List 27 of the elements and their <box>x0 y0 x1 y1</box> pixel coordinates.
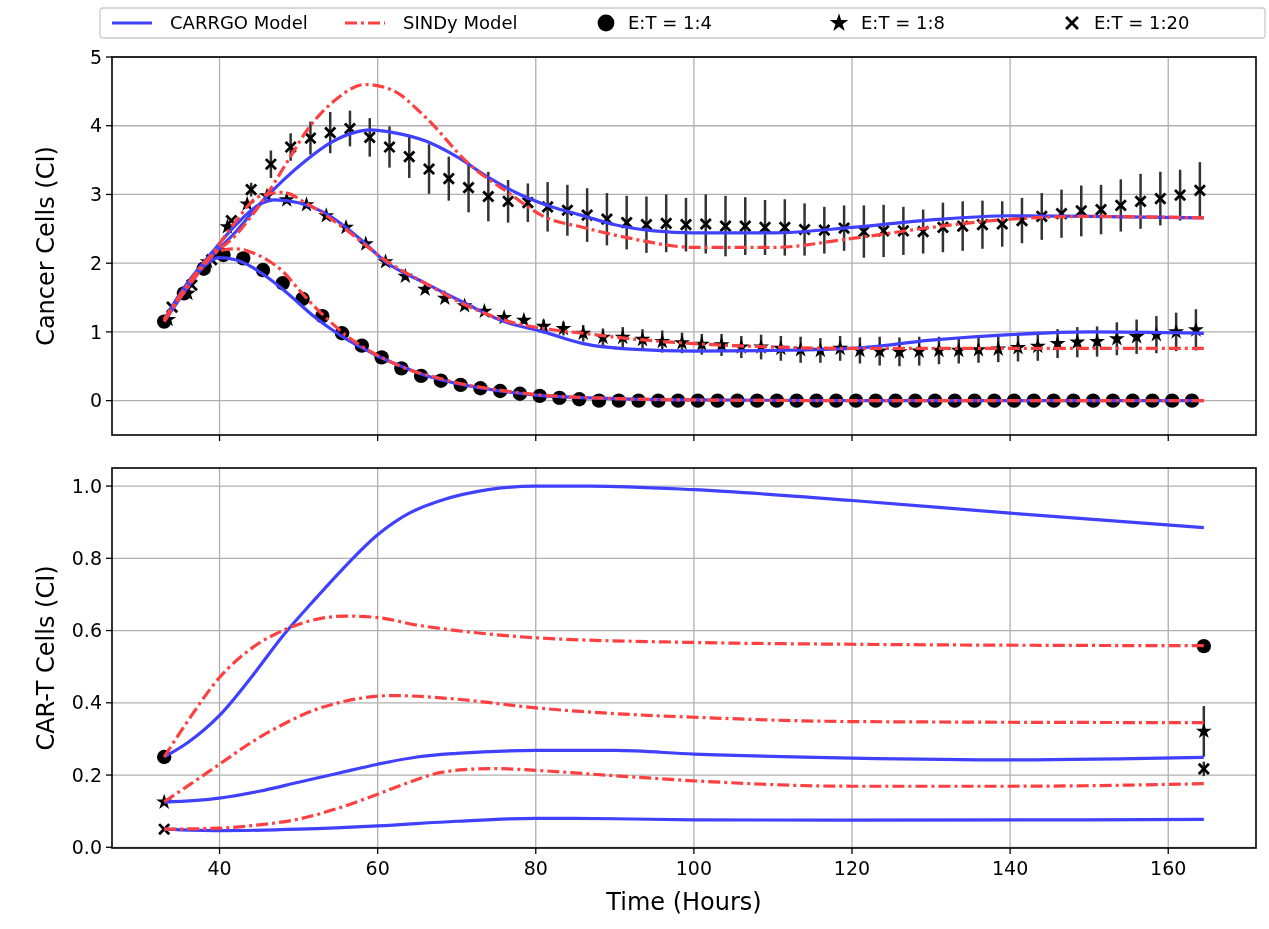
y-axis-title: Cancer Cells (CI) <box>32 146 60 346</box>
y-axis-title: CAR-T Cells (CI) <box>32 565 60 751</box>
y-tick-label: 0.0 <box>71 835 102 858</box>
y-tick-label: 0.2 <box>71 763 102 786</box>
x-axis-title: Time (Hours) <box>605 888 762 916</box>
y-tick-label: 0.4 <box>71 691 102 714</box>
y-tick-label: 1 <box>89 320 102 343</box>
x-tick-label: 100 <box>675 857 713 879</box>
y-tick-label: 1.0 <box>71 474 102 497</box>
y-tick-label: 2 <box>89 251 102 274</box>
x-tick-label: 60 <box>365 857 390 879</box>
y-tick-label: 4 <box>89 114 102 137</box>
y-tick-label: 0.6 <box>71 619 102 642</box>
legend-label: E:T = 1:4 <box>628 12 712 34</box>
x-tick-label: 40 <box>207 857 232 879</box>
y-tick-label: 0.8 <box>71 546 102 569</box>
y-tick-label: 5 <box>89 45 102 68</box>
x-tick-label: 140 <box>991 857 1029 879</box>
x-tick-label: 160 <box>1150 857 1187 879</box>
legend-label: SINDy Model <box>403 12 518 34</box>
legend-label: E:T = 1:8 <box>861 12 945 34</box>
y-tick-label: 3 <box>89 183 102 206</box>
y-tick-label: 0 <box>89 389 102 412</box>
x-tick-label: 120 <box>833 857 871 879</box>
legend-label: E:T = 1:20 <box>1094 12 1190 34</box>
legend-label: CARRGO Model <box>170 12 308 34</box>
x-tick-label: 80 <box>523 857 548 879</box>
